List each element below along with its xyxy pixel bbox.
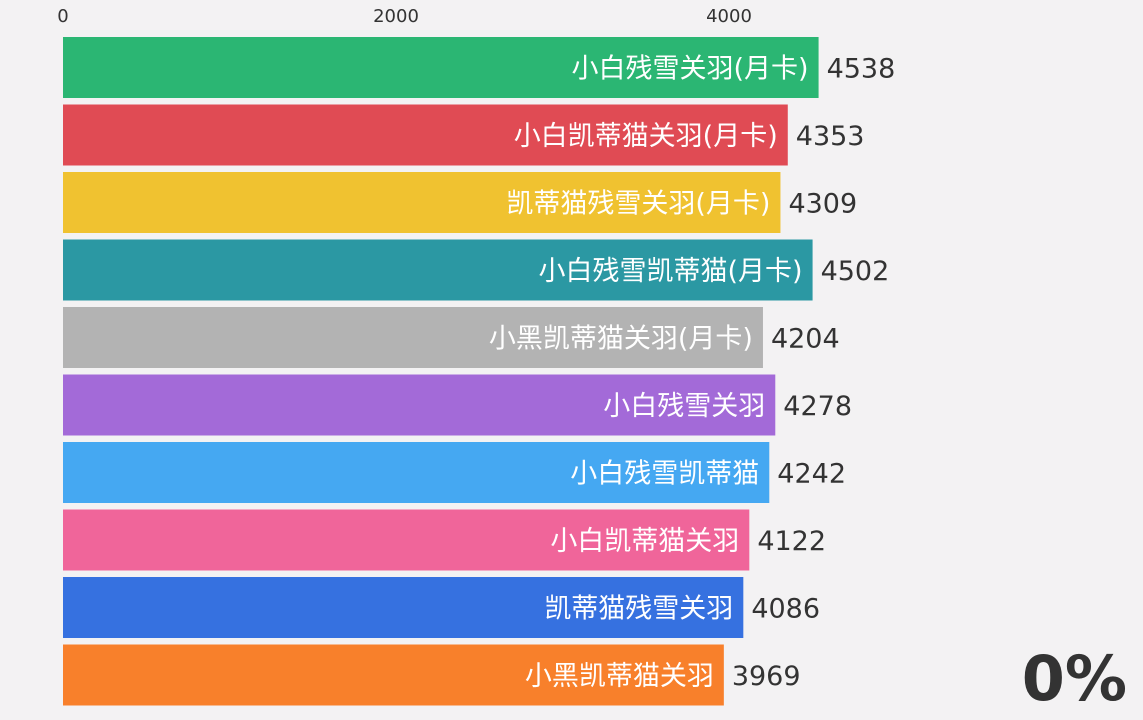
bar-value-label: 4309: [788, 189, 857, 220]
bar-category-label: 小白凯蒂猫关羽: [550, 526, 739, 557]
bar-value-label: 3969: [732, 661, 801, 692]
x-tick-label: 0: [57, 6, 68, 27]
bar: [63, 509, 750, 571]
bar-value-label: 4242: [777, 459, 846, 490]
bar: [63, 172, 781, 233]
bar-category-label: 凯蒂猫残雪关羽: [544, 594, 733, 625]
bar-value-label: 4353: [796, 121, 865, 152]
bar-value-label: 4278: [783, 391, 852, 422]
bar: [63, 644, 724, 706]
bar-value-label: 4538: [827, 54, 896, 85]
bar-value-label: 4086: [751, 594, 820, 625]
bar: [63, 577, 744, 638]
bar-category-label: 小白凯蒂猫关羽(月卡): [514, 121, 778, 152]
bar-category-label: 凯蒂猫残雪关羽(月卡): [506, 189, 770, 220]
x-tick-label: 2000: [373, 6, 419, 27]
bar-category-label: 小黑凯蒂猫关羽: [525, 661, 714, 692]
bar-category-label: 小白残雪凯蒂猫: [570, 459, 759, 490]
bar-value-label: 4502: [821, 256, 890, 287]
bar-value-label: 4122: [757, 526, 826, 557]
bar-category-label: 小白残雪关羽(月卡): [571, 54, 808, 85]
bar: [63, 442, 770, 503]
progress-percent: 0%: [1021, 642, 1127, 715]
bar: [63, 104, 788, 166]
bar-category-label: 小黑凯蒂猫关羽(月卡): [489, 324, 753, 355]
x-tick-label: 4000: [706, 6, 752, 27]
bar-category-label: 小白残雪凯蒂猫(月卡): [539, 256, 803, 287]
bar: [63, 374, 776, 436]
bar-category-label: 小白残雪关羽: [603, 391, 765, 422]
bar: [63, 307, 763, 368]
bar: [63, 37, 819, 98]
bar: [63, 239, 813, 301]
bar-value-label: 4204: [771, 324, 840, 355]
